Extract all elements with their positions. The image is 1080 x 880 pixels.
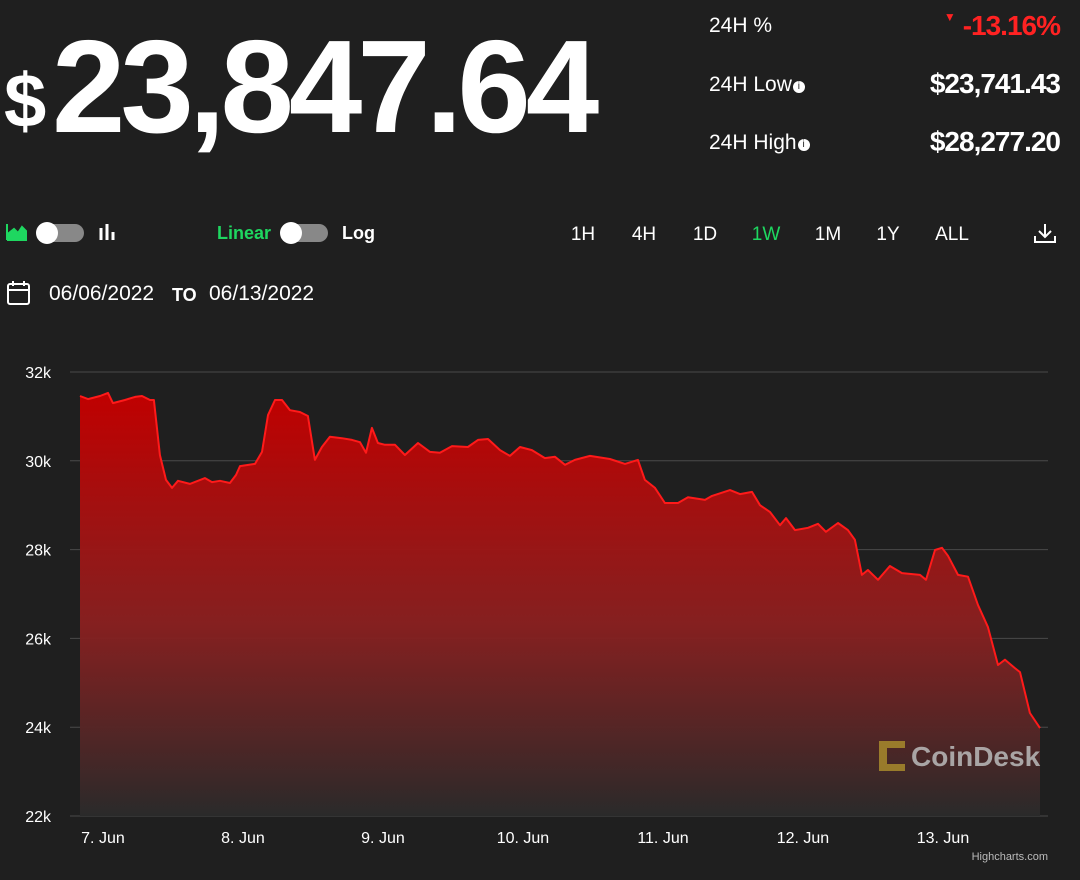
date-separator: TO <box>172 285 197 305</box>
y-tick-label: 32k <box>25 365 52 382</box>
scale-option[interactable]: Log <box>342 223 375 243</box>
chart: 22k 24k 26k 28k 30k 32k 7. Jun 8. Jun 9. Jun 10. … <box>25 365 1048 863</box>
logo-bar <box>887 741 905 748</box>
info-icon[interactable]: i <box>792 81 805 93</box>
range-button[interactable]: ALL <box>935 224 969 245</box>
price-line <box>79 391 1041 729</box>
down-arrow: ▼ <box>943 10 956 24</box>
watermark: CoinDesk <box>879 741 1041 772</box>
area-chart-icon[interactable] <box>6 222 28 242</box>
y-tick-label: 30k <box>25 454 52 471</box>
stat-value-text: -13.16% <box>962 10 1061 41</box>
toggle-knob <box>36 222 58 244</box>
range-button[interactable]: 1M <box>814 224 842 245</box>
range-button[interactable]: 4H <box>631 224 657 245</box>
date-to[interactable]: 06/13/2022 <box>209 282 315 305</box>
download-icon[interactable] <box>1033 222 1057 244</box>
area-fill <box>80 392 1040 816</box>
stat-label: 24H High i <box>709 131 810 155</box>
bar-chart-icon[interactable] <box>98 222 118 242</box>
currency-symbol: $ <box>4 59 46 144</box>
x-tick-label: 11. Jun <box>637 830 688 847</box>
stat-label: 24H % <box>709 14 772 38</box>
stat-value: $23,741.43 <box>929 68 1061 99</box>
watermark-text: CoinDesk <box>911 741 1041 772</box>
chart-type-toggle[interactable] <box>36 222 84 244</box>
y-tick-label: 22k <box>25 809 52 826</box>
stat-label-text: 24H Low <box>709 73 792 96</box>
stat-value: $28,277.20 <box>929 126 1061 157</box>
x-tick-label: 9. Jun <box>361 830 405 847</box>
y-tick-label: 26k <box>25 631 52 648</box>
plot-area <box>79 391 1041 816</box>
stat-label-text: 24H % <box>709 14 773 37</box>
stat-label: 24H Low i <box>709 73 805 97</box>
x-tick-label: 12. Jun <box>777 830 829 847</box>
credit: Highcharts.com <box>972 851 1048 863</box>
calendar-icon[interactable] <box>6 280 32 306</box>
stat-label-text: 24H High <box>709 131 797 154</box>
y-tick-label: 28k <box>25 543 52 560</box>
x-tick-label: 13. Jun <box>917 830 969 847</box>
scale-toggle[interactable] <box>280 222 328 244</box>
range-button[interactable]: 1D <box>692 224 718 245</box>
range-button[interactable]: 1W <box>751 224 781 245</box>
range-button[interactable]: 1Y <box>876 224 900 245</box>
logo-bar <box>887 764 905 771</box>
x-tick-label: 7. Jun <box>81 830 125 847</box>
stat-value: ▼ -13.16% <box>943 10 1061 42</box>
scale-option[interactable]: Linear <box>217 223 272 243</box>
y-tick-label: 24k <box>25 720 52 737</box>
price: 23,847.64 <box>52 13 599 160</box>
x-tick-label: 8. Jun <box>221 830 265 847</box>
date-from[interactable]: 06/06/2022 <box>49 282 155 305</box>
range-button[interactable]: 1H <box>570 224 596 245</box>
info-icon[interactable]: i <box>797 139 810 151</box>
logo-bar <box>879 741 887 771</box>
toggle-knob <box>280 222 302 244</box>
x-tick-label: 10. Jun <box>497 830 549 847</box>
